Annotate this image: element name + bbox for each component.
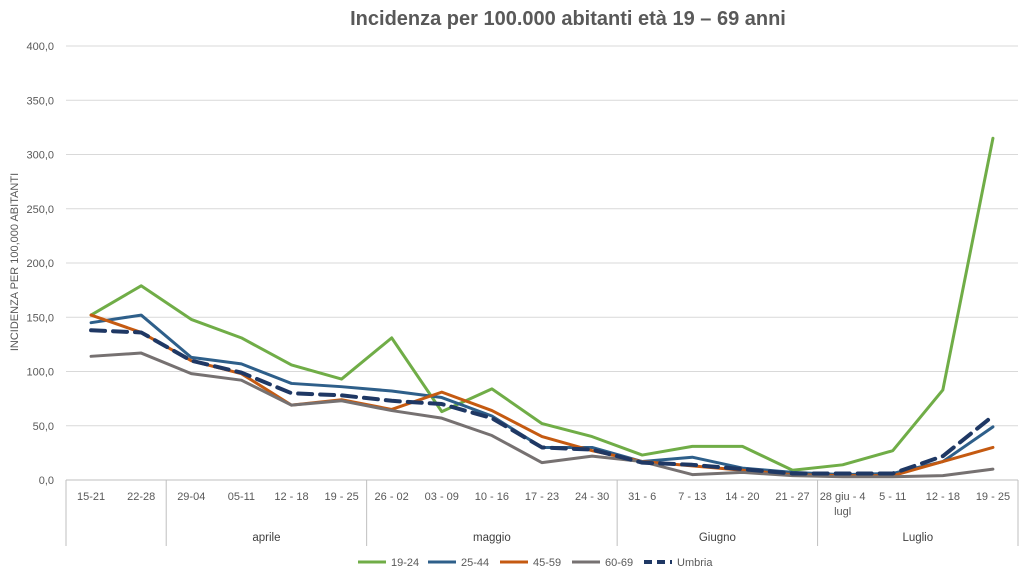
legend-label: Umbria: [677, 557, 713, 569]
x-tick-label: 12 - 18: [926, 491, 960, 503]
legend-label: 45-59: [533, 557, 561, 569]
y-tick-label: 150,0: [26, 312, 54, 324]
series-line-19-24: [89, 136, 995, 472]
series-line-45-59: [89, 313, 995, 478]
x-tick-label: 05-11: [228, 491, 255, 503]
x-tick-label: 21 - 27: [775, 491, 809, 503]
x-tick-label: 7 - 13: [678, 491, 706, 503]
y-tick-label: 0,0: [39, 475, 54, 487]
y-axis-ticks: 0,0 50,0 100,0 150,0 200,0 250,0 300,0 350,0 400…: [26, 41, 54, 487]
y-tick-label: 300,0: [26, 150, 54, 162]
x-tick-label: 14 - 20: [725, 491, 759, 503]
x-tick-label: 19 - 25: [976, 491, 1010, 503]
y-tick-label: 100,0: [26, 367, 54, 379]
x-tick-label: 12 - 18: [274, 491, 308, 503]
gridlines: [66, 45, 1018, 481]
x-tick-label: 28 giu - 4 lugl: [820, 491, 866, 518]
y-tick-label: 200,0: [26, 258, 54, 270]
series-line-25-44: [89, 313, 995, 477]
x-tick-label: 26 - 02: [375, 491, 409, 503]
x-tick-label: 24 - 30: [575, 491, 609, 503]
x-tick-label: 22-28: [127, 491, 155, 503]
x-tick-label: 31 - 6: [628, 491, 656, 503]
y-tick-label: 50,0: [33, 421, 54, 433]
x-group-label: maggio: [473, 532, 511, 544]
x-tick-label: 19 - 25: [324, 491, 358, 503]
x-tick-label: 15-21: [77, 491, 105, 503]
legend-label: 19-24: [391, 557, 419, 569]
y-tick-label: 350,0: [26, 95, 54, 107]
x-tick-label: 29-04: [177, 491, 205, 503]
series-lines: [89, 136, 995, 479]
legend: 19-24 25-44 45-59 60-69 Umbria: [358, 557, 713, 569]
legend-label: 25-44: [461, 557, 489, 569]
x-group-label: Giugno: [699, 532, 736, 544]
x-tick-label: 03 - 09: [425, 491, 459, 503]
x-tick-label: 17 - 23: [525, 491, 559, 503]
chart-title: Incidenza per 100.000 abitanti età 19 – …: [350, 8, 786, 30]
x-group-label: aprile: [252, 532, 280, 544]
x-axis: 15-21 22-28 29-04 05-11 12 - 18 19 - 25 26 - 0…: [65, 480, 1019, 546]
y-tick-label: 250,0: [26, 204, 54, 216]
series-line-umbria: [89, 328, 995, 476]
x-group-label: Luglio: [902, 532, 933, 544]
x-tick-label: 10 - 16: [475, 491, 509, 503]
legend-label: 60-69: [605, 557, 633, 569]
y-tick-label: 400,0: [26, 41, 54, 53]
x-tick-label: 5 - 11: [879, 491, 906, 503]
y-axis-label: INCIDENZA PER 100,000 ABITANTI: [9, 173, 21, 351]
